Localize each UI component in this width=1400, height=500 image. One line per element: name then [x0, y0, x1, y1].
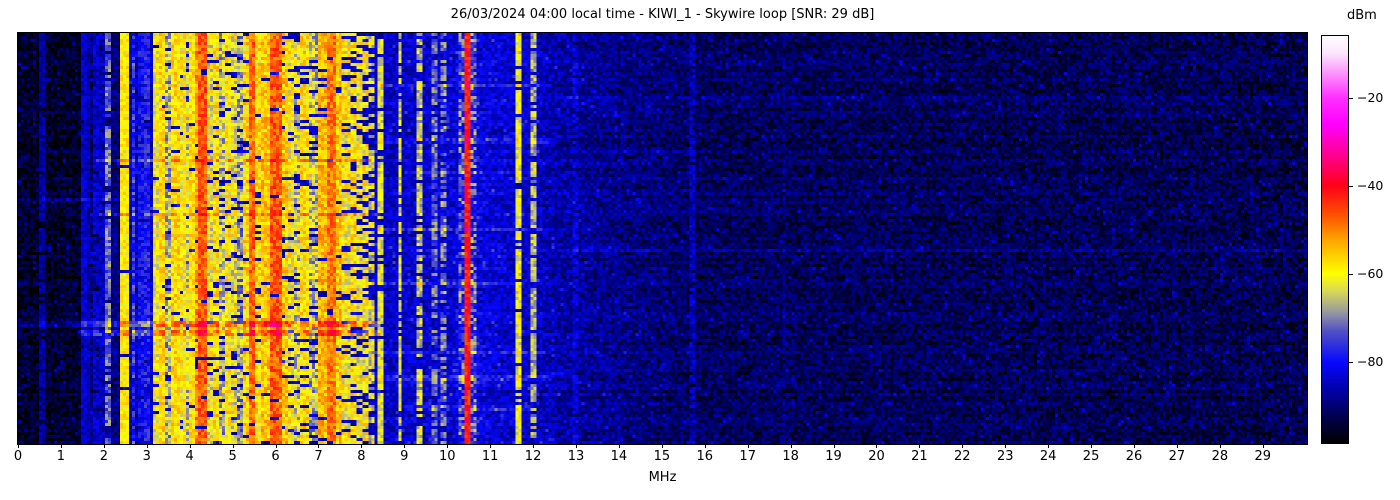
- x-tick-label: 6: [271, 449, 280, 464]
- x-tick-label: 3: [142, 449, 151, 464]
- colorbar: [1321, 35, 1349, 444]
- x-tick-label: 8: [357, 449, 366, 464]
- x-tick-mark: [661, 444, 663, 448]
- x-tick-label: 11: [481, 449, 499, 464]
- x-tick-mark: [490, 444, 492, 448]
- x-tick-mark: [18, 444, 19, 448]
- x-tick-mark: [146, 444, 148, 448]
- x-tick-label: 13: [567, 449, 585, 464]
- x-tick-mark: [103, 444, 105, 448]
- x-tick-mark: [361, 444, 363, 448]
- colorbar-tick-label: −60: [1357, 265, 1384, 281]
- x-tick-mark: [318, 444, 320, 448]
- x-tick-label: 1: [56, 449, 66, 464]
- x-tick-mark: [447, 444, 449, 448]
- x-tick-mark: [962, 444, 964, 448]
- x-tick-label: 21: [911, 449, 928, 464]
- x-tick-label: 15: [653, 449, 671, 464]
- x-tick-mark: [1048, 444, 1050, 448]
- x-tick-mark: [1262, 444, 1264, 448]
- x-tick-mark: [1091, 444, 1093, 448]
- x-tick-mark: [704, 444, 706, 448]
- x-tick-mark: [232, 444, 234, 448]
- x-tick-label: 12: [524, 449, 542, 464]
- x-tick-label: 18: [782, 449, 799, 464]
- x-tick-mark: [1176, 444, 1178, 448]
- x-tick-label: 14: [610, 449, 628, 464]
- x-tick-label: 7: [314, 449, 323, 464]
- x-tick-label: 2: [99, 449, 108, 464]
- x-tick-label: 28: [1211, 449, 1229, 464]
- colorbar-tick-mark: [1349, 97, 1353, 99]
- x-tick-label: 4: [185, 449, 194, 464]
- colorbar-tick-mark: [1349, 185, 1353, 187]
- x-tick-mark: [790, 444, 792, 448]
- x-tick-label: 22: [954, 449, 971, 464]
- x-tick-mark: [60, 444, 62, 448]
- x-tick-mark: [618, 444, 620, 448]
- x-tick-label: 25: [1082, 449, 1100, 464]
- x-tick-mark: [1219, 444, 1221, 448]
- x-tick-label: 9: [400, 449, 409, 464]
- x-tick-mark: [404, 444, 406, 448]
- x-axis-label: MHz: [648, 470, 677, 485]
- x-tick-mark: [275, 444, 277, 448]
- x-tick-mark: [576, 444, 577, 448]
- x-tick-mark: [533, 444, 535, 448]
- colorbar-tick-label: −20: [1357, 89, 1384, 105]
- x-tick-label: 23: [996, 449, 1014, 464]
- x-tick-mark: [1134, 444, 1136, 448]
- colorbar-tick-label: −40: [1357, 177, 1384, 193]
- x-tick-label: 20: [868, 449, 885, 464]
- x-tick-mark: [919, 444, 921, 448]
- x-tick-mark: [747, 444, 749, 448]
- x-tick-label: 26: [1125, 449, 1143, 464]
- x-tick-label: 19: [825, 449, 842, 464]
- x-tick-label: 27: [1168, 449, 1186, 464]
- plot-title: 26/03/2024 04:00 local time - KIWI_1 - S…: [450, 7, 875, 22]
- x-tick-mark: [833, 444, 835, 448]
- colorbar-tick-label: −80: [1357, 353, 1384, 369]
- x-tick-mark: [189, 444, 191, 448]
- x-tick-label: 0: [13, 449, 23, 464]
- x-tick-label: 10: [438, 449, 456, 464]
- colorbar-label: dBm: [1347, 8, 1377, 23]
- colorbar-tick-mark: [1349, 361, 1353, 363]
- x-tick-label: 24: [1039, 449, 1057, 464]
- x-tick-label: 29: [1254, 449, 1272, 464]
- x-tick-label: 17: [739, 449, 756, 464]
- x-tick-label: 16: [696, 449, 714, 464]
- x-tick-label: 5: [228, 449, 237, 464]
- x-tick-mark: [876, 444, 878, 448]
- x-tick-mark: [1005, 444, 1007, 448]
- colorbar-tick-mark: [1349, 273, 1353, 275]
- waterfall-plot: [17, 32, 1308, 445]
